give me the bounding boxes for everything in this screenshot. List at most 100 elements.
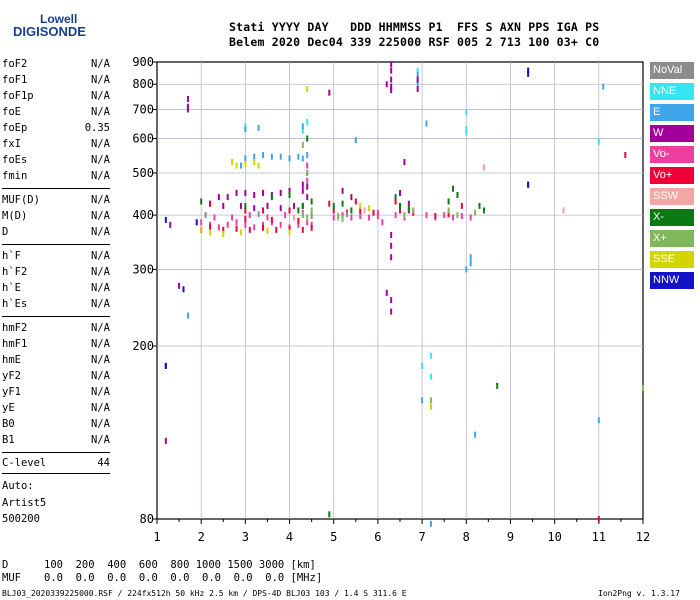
legend-item-w: W	[650, 125, 694, 142]
echo-point-vo	[306, 162, 309, 169]
echo-point-e	[465, 266, 468, 273]
echo-point-vo	[399, 207, 401, 214]
echo-point-vo	[297, 217, 300, 224]
echo-point-e	[474, 431, 477, 438]
echo-point-vo	[341, 212, 344, 219]
echo-point-x	[447, 207, 450, 214]
param-value: N/A	[91, 354, 110, 366]
echo-point-nne	[429, 352, 432, 359]
echo-point-x	[301, 212, 304, 219]
echo-point-w	[416, 86, 419, 93]
legend-item-vo: Vo+	[650, 167, 694, 184]
echo-point-vo	[235, 225, 238, 232]
param-name: yE	[2, 402, 15, 414]
param-row: B0 N/A	[2, 418, 110, 432]
echo-point-x	[399, 202, 401, 209]
echo-point-x	[270, 194, 273, 201]
echo-point-w	[244, 189, 247, 196]
echo-point-w	[217, 194, 220, 201]
echo-point-x	[328, 511, 331, 518]
x-tick-label: 3	[242, 530, 249, 544]
echo-point-e	[186, 312, 189, 319]
echo-point-w	[328, 89, 331, 96]
echo-point-vo	[270, 216, 273, 223]
plot-frame	[156, 61, 644, 520]
echo-point-sse	[244, 160, 247, 167]
echo-point-w	[164, 437, 167, 444]
echo-point-w	[403, 158, 406, 165]
param-row: h`F2 N/A	[2, 266, 110, 280]
echo-point-nnw	[182, 286, 185, 293]
echo-point-x	[456, 212, 459, 219]
clevel-value: 44	[97, 457, 110, 469]
echo-point-w	[390, 76, 393, 83]
echo-point-vo	[434, 213, 437, 220]
param-name: hmF1	[2, 338, 28, 350]
echo-point-w	[222, 202, 225, 209]
param-value: N/A	[91, 138, 110, 150]
legend-item-ssw: SSW	[650, 188, 694, 205]
echo-point-x	[478, 202, 481, 209]
echo-point-vo	[262, 221, 265, 228]
echo-point-e	[239, 162, 242, 169]
x-tick-label: 2	[198, 530, 205, 544]
separator-line	[2, 452, 110, 453]
echo-point-vo	[381, 219, 384, 226]
param-value: N/A	[91, 418, 110, 430]
echo-point-e	[301, 155, 304, 162]
echo-point-x	[306, 169, 309, 176]
echo-point-w	[390, 83, 393, 90]
echo-point-vo	[244, 207, 247, 214]
separator-line	[2, 473, 110, 474]
param-name: M(D)	[2, 210, 28, 222]
echo-point-vo	[310, 224, 313, 231]
echo-point-vo	[222, 226, 225, 233]
param-value: N/A	[91, 386, 110, 398]
echo-point-vo	[394, 198, 397, 205]
echo-point-sse	[257, 162, 260, 169]
param-row: yF1 N/A	[2, 386, 110, 400]
echo-point-w	[301, 187, 304, 194]
echo-point-w	[235, 189, 238, 196]
echo-point-vo	[376, 209, 379, 216]
echo-point-vo	[332, 214, 335, 221]
param-name: MUF(D)	[2, 194, 40, 206]
echo-point-sse	[368, 205, 371, 212]
param-value: N/A	[91, 266, 110, 278]
echo-point-noval	[257, 211, 260, 218]
echo-point-vo	[452, 214, 455, 221]
param-value: N/A	[91, 282, 110, 294]
separator-line	[2, 188, 110, 189]
auto-artist: Artist5	[2, 497, 47, 509]
echo-point-w	[292, 202, 295, 209]
echo-point-e	[288, 155, 291, 162]
param-value: N/A	[91, 74, 110, 86]
echo-point-nne	[465, 109, 468, 116]
param-name: fmin	[2, 170, 28, 182]
echo-point-x	[341, 215, 344, 222]
y-tick-label: 700	[132, 102, 154, 116]
echo-point-x	[452, 185, 455, 192]
x-tick-label: 9	[507, 530, 514, 544]
x-tick-label: 7	[418, 530, 425, 544]
param-name: fxI	[2, 138, 21, 150]
echo-point-x	[200, 198, 203, 205]
echo-point-vo	[301, 226, 304, 233]
param-value: N/A	[91, 322, 110, 334]
echo-point-nne	[465, 129, 468, 136]
echo-point-vo	[359, 207, 362, 214]
param-row: hmF2 N/A	[2, 322, 110, 336]
footer-version: Ion2Png v. 1.3.17	[598, 589, 680, 598]
y-tick-label: 300	[132, 262, 154, 276]
echo-point-x	[456, 191, 459, 198]
echo-point-e	[279, 153, 282, 160]
param-value: 0.35	[84, 122, 110, 134]
param-value: N/A	[91, 434, 110, 446]
param-row: foF1 N/A	[2, 74, 110, 88]
echo-point-vo	[460, 213, 463, 220]
echo-point-w	[266, 202, 269, 209]
echo-point-sse	[231, 158, 234, 165]
echo-point-vo	[288, 207, 291, 214]
y-tick-label: 80	[140, 512, 154, 526]
footer-distance-values: 100 200 400 600 800 1000 1500 3000 [km]	[44, 559, 316, 571]
